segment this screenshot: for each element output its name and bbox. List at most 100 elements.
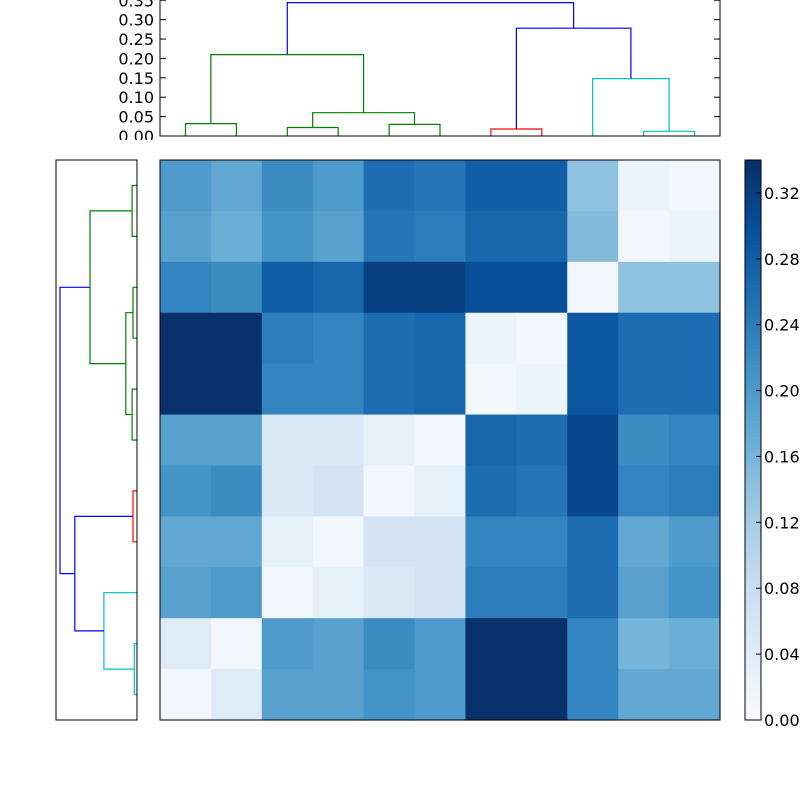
colorbar-segment xyxy=(745,676,761,681)
colorbar-segment xyxy=(745,524,761,529)
colorbar-segment xyxy=(745,552,761,557)
y-tick-label: 0.25 xyxy=(118,30,154,49)
colorbar-segment xyxy=(745,432,761,437)
heatmap-cell xyxy=(465,669,517,721)
colorbar-segment xyxy=(745,236,761,241)
colorbar-segment xyxy=(745,388,761,393)
heatmap-cell xyxy=(414,312,467,365)
heatmap-cell xyxy=(312,363,365,416)
y-tick-label: 0.20 xyxy=(118,49,154,68)
top-dendrogram-y-axis: 0.000.050.100.150.200.250.300.35 xyxy=(118,0,720,146)
heatmap-cell xyxy=(414,261,467,314)
colorbar-tick-label: 0.28 xyxy=(764,250,800,269)
heatmap-cell xyxy=(465,210,517,263)
heatmap-cell xyxy=(363,261,416,314)
heatmap-cell xyxy=(210,669,263,721)
colorbar-segment xyxy=(745,272,761,277)
colorbar-segment xyxy=(745,668,761,673)
y-tick-label: 0.00 xyxy=(118,127,154,146)
colorbar-segment xyxy=(745,488,761,493)
colorbar-segment xyxy=(745,648,761,653)
colorbar-segment xyxy=(745,392,761,397)
heatmap-cell xyxy=(567,414,619,467)
colorbar-segment xyxy=(745,508,761,513)
colorbar-segment xyxy=(745,256,761,261)
colorbar-segment xyxy=(745,192,761,197)
heatmap-cell xyxy=(160,363,212,416)
colorbar-tick-label: 0.24 xyxy=(764,316,800,335)
colorbar-segment xyxy=(745,536,761,541)
colorbar-tick-label: 0.08 xyxy=(764,579,800,598)
heatmap-cell xyxy=(567,618,619,670)
heatmap-cell xyxy=(465,618,517,670)
colorbar-segment xyxy=(745,368,761,373)
colorbar-segment xyxy=(745,276,761,281)
heatmap-cell xyxy=(363,567,416,619)
heatmap-cell xyxy=(160,312,212,365)
heatmap-cell xyxy=(363,414,416,467)
heatmap-cell xyxy=(516,210,568,263)
colorbar-segment xyxy=(745,196,761,201)
colorbar-segment xyxy=(745,408,761,413)
top-dendrogram: 0.000.050.100.150.200.250.300.35 xyxy=(118,0,721,146)
heatmap-cell xyxy=(261,465,314,517)
heatmap-cell xyxy=(261,618,314,670)
left-dendrogram-links xyxy=(59,184,137,696)
heatmap-cell xyxy=(567,567,619,619)
colorbar-segment xyxy=(745,644,761,649)
colorbar-segment xyxy=(745,240,761,245)
colorbar-segment xyxy=(745,416,761,421)
colorbar-segment xyxy=(745,400,761,405)
heatmap-cell xyxy=(669,363,721,416)
heatmap-cell xyxy=(516,516,568,568)
colorbar-segment xyxy=(745,444,761,449)
colorbar-segment xyxy=(745,460,761,465)
colorbar-segment xyxy=(745,472,761,477)
heatmap-cell xyxy=(567,363,619,416)
colorbar-segment xyxy=(745,584,761,589)
colorbar-segment xyxy=(745,452,761,457)
colorbar-segment xyxy=(745,428,761,433)
y-tick-label: 0.15 xyxy=(118,69,154,88)
heatmap-cell xyxy=(160,414,212,467)
heatmap-cell xyxy=(160,261,212,314)
heatmap-cell xyxy=(261,312,314,365)
left-dendrogram-frame xyxy=(55,159,138,721)
heatmap-cell xyxy=(312,465,365,517)
colorbar-segment xyxy=(745,516,761,521)
colorbar-segment xyxy=(745,492,761,497)
colorbar-segment xyxy=(745,568,761,573)
colorbar-segment xyxy=(745,696,761,701)
heatmap-cell xyxy=(669,669,721,721)
heatmap-cell xyxy=(465,261,517,314)
colorbar-segment xyxy=(745,376,761,381)
heatmap-cell xyxy=(210,363,263,416)
colorbar-segment xyxy=(745,436,761,441)
heatmap-cell xyxy=(618,210,670,263)
colorbar-segment xyxy=(745,420,761,425)
heatmap-cell xyxy=(465,312,517,365)
heatmap-cell xyxy=(618,414,670,467)
heatmap-cell xyxy=(516,669,568,721)
heatmap-cell xyxy=(465,516,517,568)
colorbar-segment xyxy=(745,372,761,377)
colorbar-segment xyxy=(745,212,761,217)
colorbar-segment xyxy=(745,608,761,613)
dendrogram-link xyxy=(286,1,575,55)
colorbar-segment xyxy=(745,336,761,341)
heatmap-cell xyxy=(669,567,721,619)
colorbar-segment xyxy=(745,612,761,617)
heatmap xyxy=(159,159,721,721)
heatmap-cell xyxy=(210,618,263,670)
heatmap-cell xyxy=(618,160,670,212)
heatmap-cell xyxy=(414,618,467,670)
colorbar-segment xyxy=(745,512,761,517)
colorbar-segment xyxy=(745,224,761,229)
colorbar-axis: 0.00 0.04 0.08 0.12 0.16 0.20 0.24 0.28 0.32 xyxy=(756,184,800,730)
colorbar-segment xyxy=(745,172,761,177)
colorbar-segment xyxy=(745,176,761,181)
heatmap-cell xyxy=(669,618,721,670)
heatmap-cell xyxy=(363,516,416,568)
colorbar-segment xyxy=(745,504,761,509)
heatmap-cell xyxy=(210,414,263,467)
